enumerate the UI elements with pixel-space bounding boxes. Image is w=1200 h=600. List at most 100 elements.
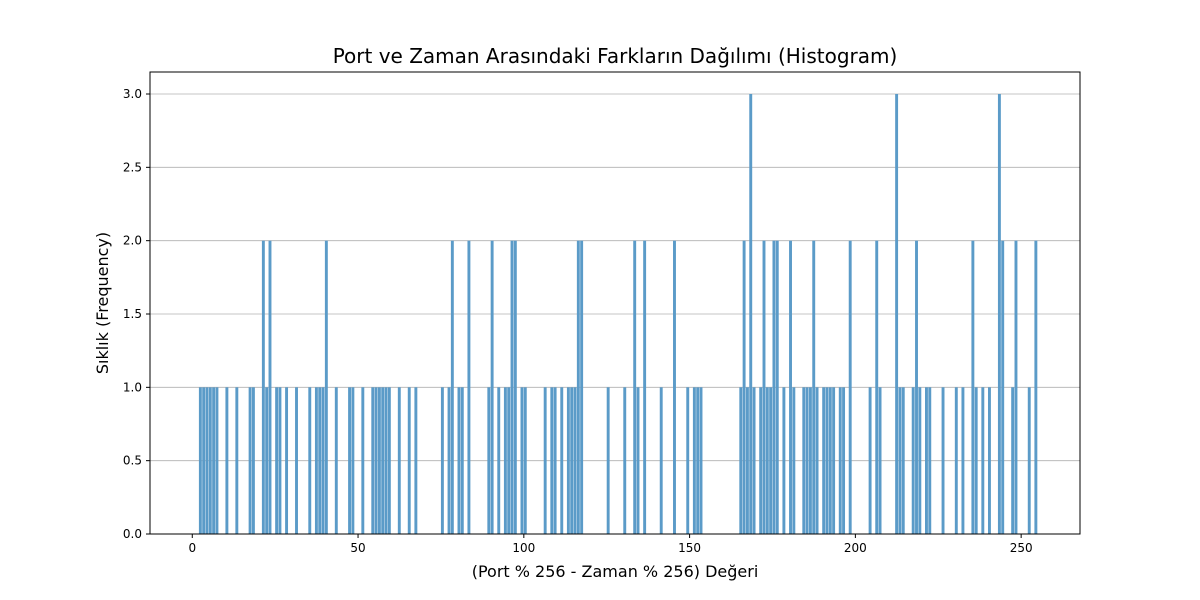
histogram-bar bbox=[782, 387, 786, 534]
histogram-bars bbox=[198, 94, 1038, 534]
histogram-bar bbox=[915, 240, 918, 534]
histogram-bar bbox=[215, 387, 219, 534]
histogram-bar bbox=[510, 240, 514, 534]
plot-frame bbox=[149, 71, 1081, 535]
histogram-bar bbox=[205, 387, 209, 534]
histogram-bar bbox=[308, 387, 312, 534]
histogram-bar bbox=[490, 240, 494, 534]
histogram-bar bbox=[384, 387, 388, 534]
histogram-bar bbox=[208, 387, 212, 534]
histogram-bar bbox=[769, 387, 773, 534]
histogram-bar bbox=[802, 387, 806, 534]
histogram-bar bbox=[460, 387, 464, 534]
histogram-bar bbox=[261, 240, 265, 534]
histogram-bar bbox=[414, 387, 418, 534]
histogram-bar bbox=[961, 387, 965, 534]
histogram-bar bbox=[285, 387, 289, 534]
histogram-bar bbox=[941, 387, 945, 534]
histogram-bar bbox=[467, 240, 471, 534]
histogram-bar bbox=[997, 94, 1001, 534]
histogram-bar bbox=[377, 387, 381, 534]
histogram-bar bbox=[918, 387, 922, 534]
histogram-bar bbox=[832, 387, 836, 534]
histogram-bar bbox=[457, 387, 461, 534]
histogram-bar bbox=[1034, 240, 1038, 534]
histogram-bar bbox=[971, 240, 975, 534]
histogram-bar bbox=[576, 240, 580, 534]
histogram-bar bbox=[606, 387, 610, 534]
histogram-bar bbox=[314, 387, 318, 534]
histogram-bar bbox=[699, 387, 703, 534]
histogram-bar bbox=[324, 240, 328, 534]
histogram-bar bbox=[898, 387, 902, 534]
histogram-bar bbox=[673, 240, 676, 534]
histogram-bar bbox=[212, 387, 216, 534]
histogram-bar bbox=[278, 387, 282, 534]
y-tick-label: 0.5 bbox=[123, 454, 142, 468]
axis-ticks: 0.0 0.5 1.0 1.5 2.0 2.5 3.0 0 50 100 150 200 250 bbox=[123, 87, 1033, 555]
x-tick-label: 100 bbox=[512, 541, 535, 555]
histogram-bar bbox=[742, 240, 746, 534]
histogram-bar bbox=[895, 94, 899, 534]
histogram-bar bbox=[1027, 387, 1031, 534]
chart-title: Port ve Zaman Arasındaki Farkların Dağıl… bbox=[333, 44, 898, 68]
histogram-bar bbox=[928, 387, 932, 534]
histogram-bar bbox=[812, 240, 816, 534]
histogram-bar bbox=[513, 240, 517, 534]
histogram-bar bbox=[275, 387, 279, 534]
histogram-bar bbox=[198, 387, 202, 534]
histogram-bar bbox=[974, 387, 978, 534]
histogram-bar bbox=[981, 387, 985, 534]
histogram-bar bbox=[503, 387, 507, 534]
histogram-bar bbox=[321, 387, 325, 534]
histogram-bar bbox=[397, 387, 401, 534]
histogram-bar bbox=[507, 387, 511, 534]
histogram-bar bbox=[659, 387, 663, 534]
histogram-bar bbox=[1001, 240, 1005, 534]
y-tick-label: 0.0 bbox=[123, 527, 142, 541]
histogram-bar bbox=[752, 387, 756, 534]
y-tick-label: 2.0 bbox=[123, 234, 142, 248]
histogram-bar bbox=[878, 387, 882, 534]
histogram-bar bbox=[566, 387, 570, 534]
histogram-bar bbox=[868, 387, 872, 534]
x-tick-label: 0 bbox=[188, 541, 196, 555]
y-tick-label: 1.5 bbox=[123, 307, 142, 321]
histogram-bar bbox=[248, 387, 252, 534]
histogram-bar bbox=[875, 240, 879, 534]
histogram-bar bbox=[739, 387, 743, 534]
histogram-bar bbox=[225, 387, 229, 534]
histogram-bar bbox=[351, 387, 355, 534]
histogram-bar bbox=[334, 387, 338, 534]
histogram-bar bbox=[805, 387, 809, 534]
histogram-bar bbox=[792, 387, 796, 534]
x-tick-label: 150 bbox=[678, 541, 701, 555]
histogram-bar bbox=[825, 387, 829, 534]
histogram-bar bbox=[749, 94, 753, 534]
histogram-bar bbox=[765, 387, 769, 534]
histogram-bar bbox=[550, 387, 554, 534]
x-tick-label: 50 bbox=[350, 541, 365, 555]
histogram-bar bbox=[520, 387, 524, 534]
histogram-bar bbox=[842, 387, 846, 534]
histogram-bar bbox=[696, 387, 700, 534]
histogram-bar bbox=[580, 240, 584, 534]
histogram-bar bbox=[636, 387, 640, 534]
histogram-bar bbox=[848, 240, 852, 534]
histogram-bar bbox=[925, 387, 928, 534]
histogram-bar bbox=[573, 387, 577, 534]
histogram-bar bbox=[202, 387, 206, 534]
histogram-bar bbox=[1014, 240, 1018, 534]
x-tick-label: 200 bbox=[844, 541, 867, 555]
y-gridlines bbox=[150, 93, 1080, 535]
histogram-bar bbox=[268, 240, 272, 534]
histogram-bar bbox=[838, 387, 842, 534]
histogram-bar bbox=[789, 240, 792, 534]
histogram-bar bbox=[348, 387, 352, 534]
histogram-bar bbox=[686, 387, 690, 534]
histogram-bar bbox=[759, 387, 763, 534]
histogram-bar bbox=[911, 387, 915, 534]
histogram-bar bbox=[497, 387, 501, 534]
